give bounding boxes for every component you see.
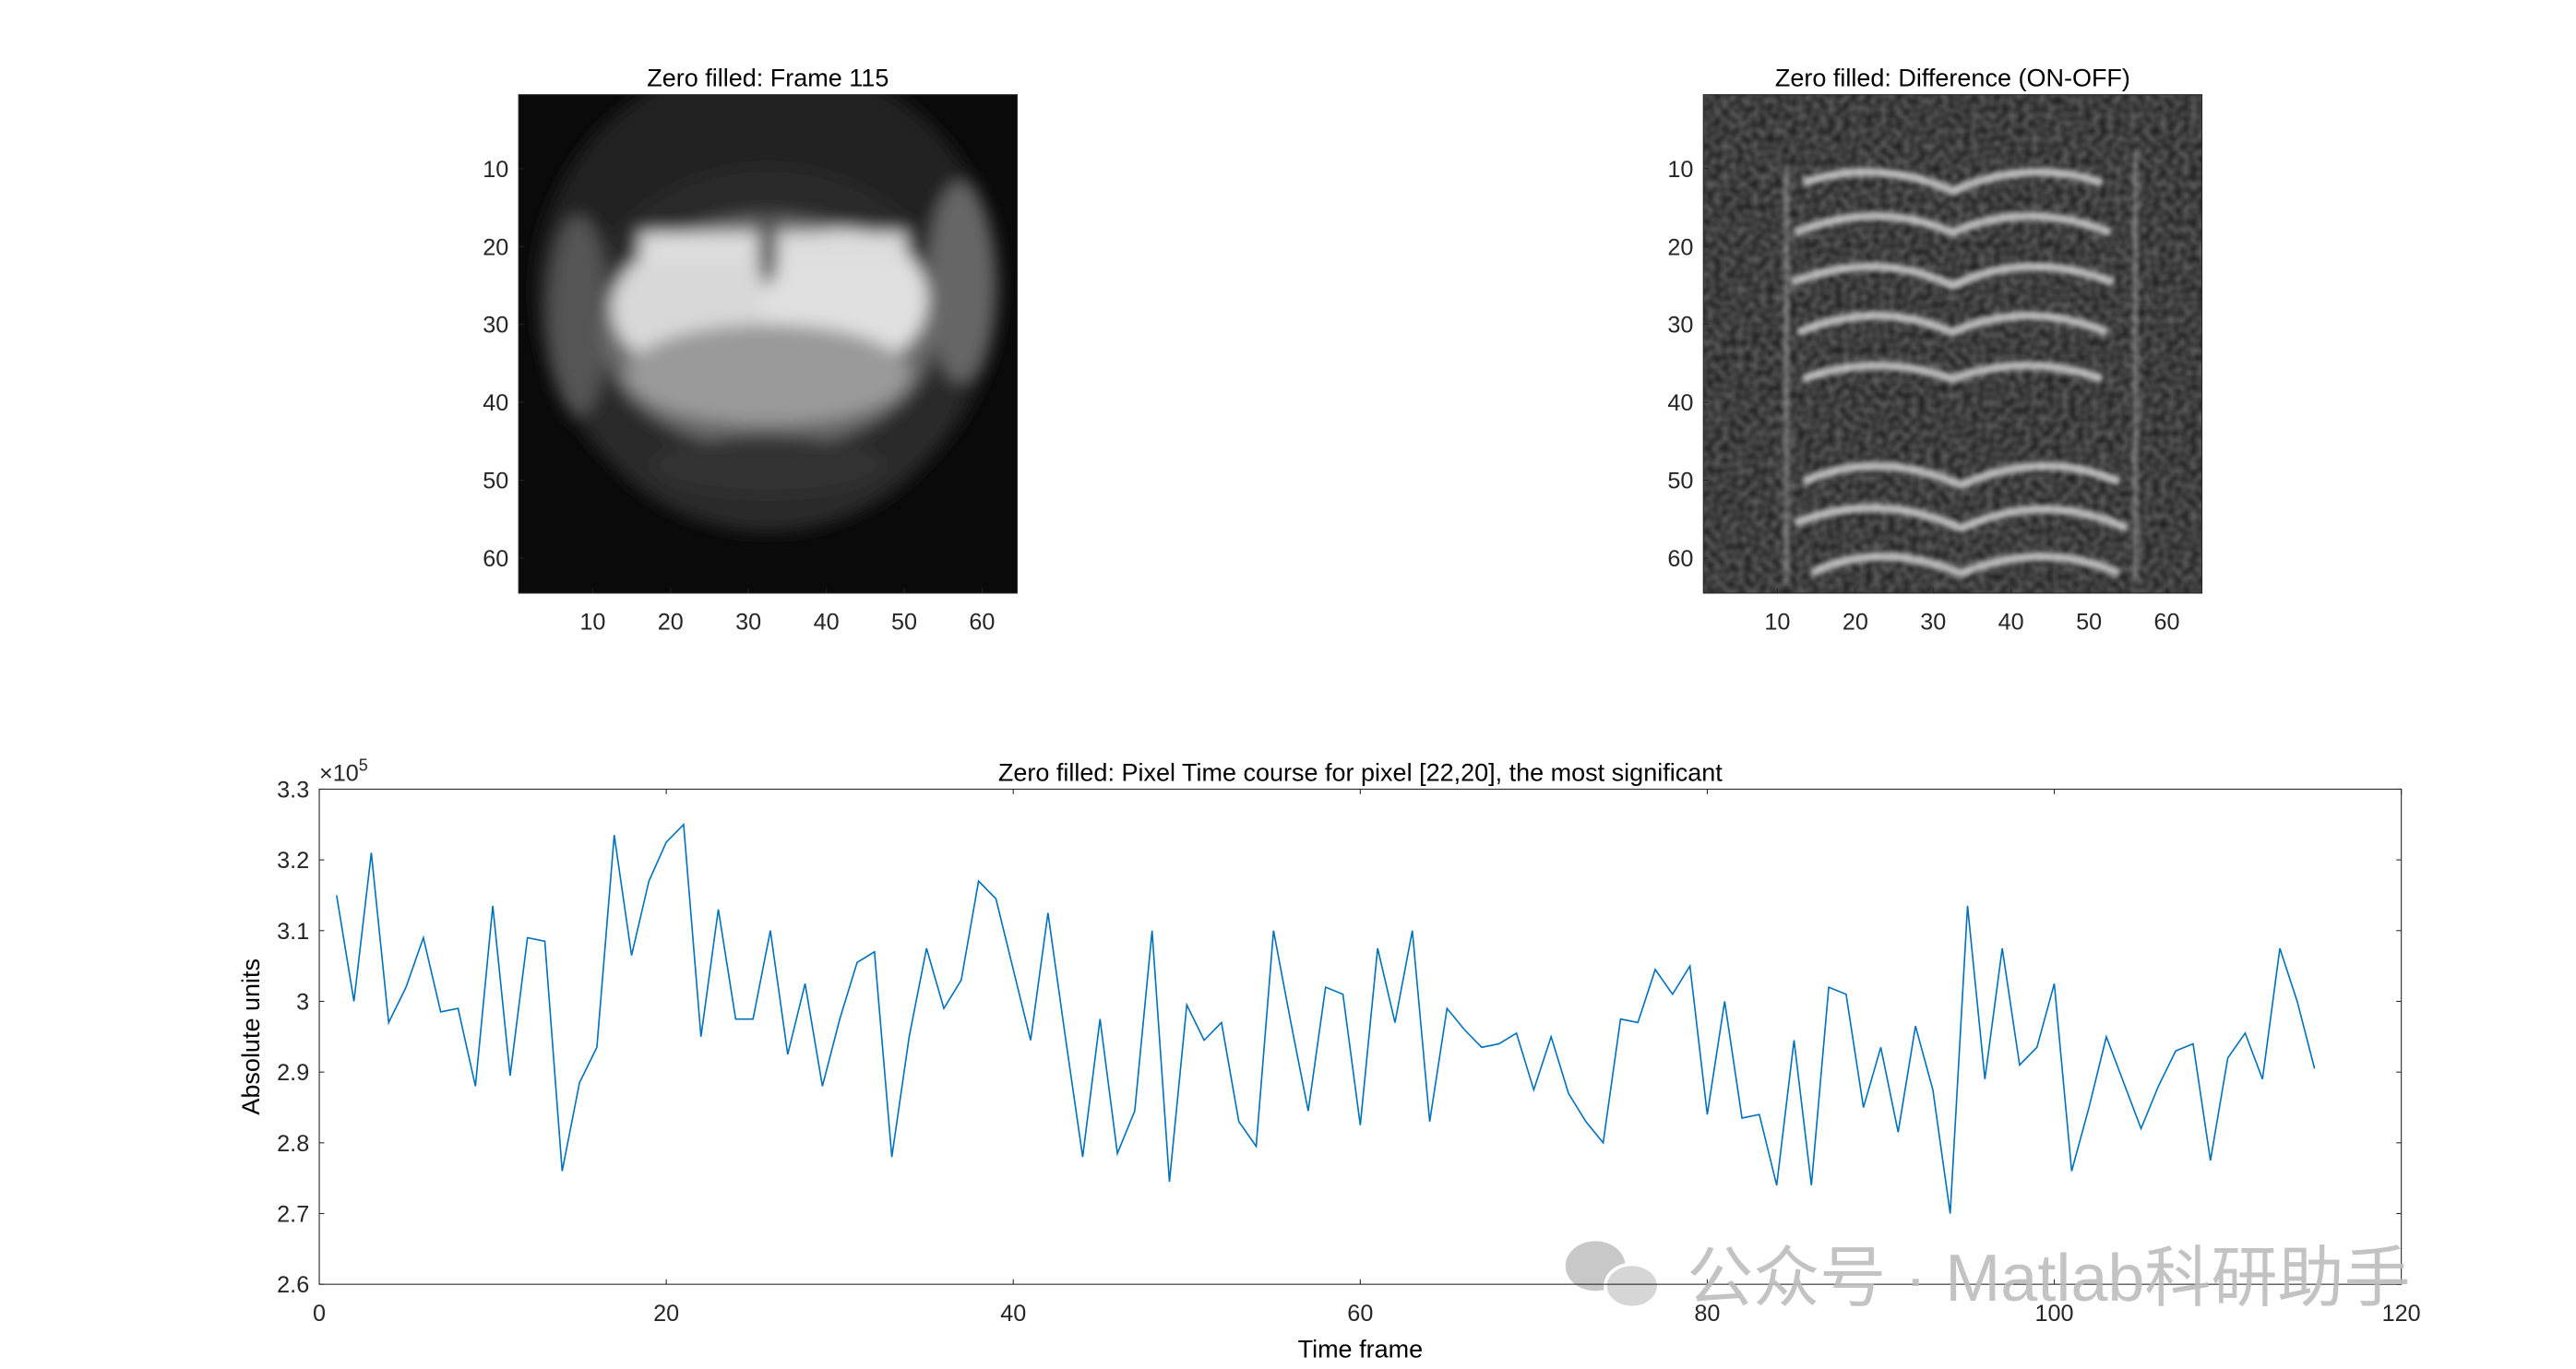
x-tick-label: 60	[2154, 610, 2180, 636]
image-difference	[1703, 94, 2202, 593]
y-multiplier-exponent: 5	[359, 756, 368, 775]
x-axis-label: Time frame	[1298, 1335, 1424, 1363]
line-series	[336, 822, 2316, 1214]
y-tick-label: 30	[483, 313, 508, 339]
y-tick-label: 50	[483, 469, 508, 494]
y-tick-label: 20	[1667, 234, 1693, 260]
y-multiplier: ×105	[319, 756, 368, 787]
y-tick-label: 60	[1667, 546, 1693, 572]
x-tick-label: 80	[1694, 1301, 1720, 1327]
y-tick-label: 2.9	[277, 1060, 309, 1086]
watermark: 公众号 · Matlab科研助手	[1687, 1242, 2410, 1315]
y-tick-label: 3.2	[277, 848, 309, 874]
chart-title: Zero filled: Frame 115	[647, 65, 888, 92]
y-tick-label: 50	[1667, 469, 1693, 494]
y-tick-label: 40	[1667, 390, 1693, 416]
watermark-icon	[1565, 1241, 1661, 1310]
x-tick-label: 40	[814, 610, 840, 636]
y-tick-label: 2.6	[277, 1272, 309, 1298]
x-tick-label: 10	[1764, 610, 1790, 636]
image-frame	[519, 94, 1018, 593]
x-tick-label: 50	[2076, 610, 2102, 636]
x-tick-label: 10	[579, 610, 605, 636]
y-multiplier-base: ×10	[319, 760, 359, 786]
y-tick-label: 3.3	[277, 777, 309, 803]
y-tick-label: 2.7	[277, 1201, 309, 1227]
chart-title: Zero filled: Difference (ON-OFF)	[1775, 65, 2130, 92]
y-tick-label: 3.1	[277, 919, 309, 945]
x-tick-label: 0	[313, 1301, 326, 1327]
y-tick-label: 60	[483, 546, 508, 572]
x-tick-label: 60	[1347, 1301, 1373, 1327]
chart-title: Zero filled: Pixel Time course for pixel…	[998, 758, 1723, 786]
x-tick-label: 40	[1000, 1301, 1026, 1327]
x-tick-label: 20	[658, 610, 684, 636]
y-tick-label: 3	[296, 989, 309, 1015]
x-tick-label: 20	[1843, 610, 1868, 636]
x-tick-label: 30	[1920, 610, 1946, 636]
x-tick-label: 30	[735, 610, 761, 636]
y-tick-label: 30	[1667, 313, 1693, 339]
x-tick-label: 60	[969, 610, 995, 636]
x-tick-label: 40	[1998, 610, 2024, 636]
y-tick-label: 2.8	[277, 1131, 309, 1157]
plot-box	[318, 788, 2403, 1285]
x-tick-label: 50	[891, 610, 917, 636]
y-axis-label: Absolute units	[237, 958, 265, 1115]
y-tick-label: 20	[483, 234, 508, 260]
x-tick-label: 100	[2035, 1301, 2074, 1327]
x-tick-label: 20	[653, 1301, 679, 1327]
y-tick-label: 10	[483, 157, 508, 183]
y-tick-label: 40	[483, 390, 508, 416]
y-tick-label: 10	[1667, 157, 1693, 183]
x-tick-label: 120	[2382, 1301, 2421, 1327]
